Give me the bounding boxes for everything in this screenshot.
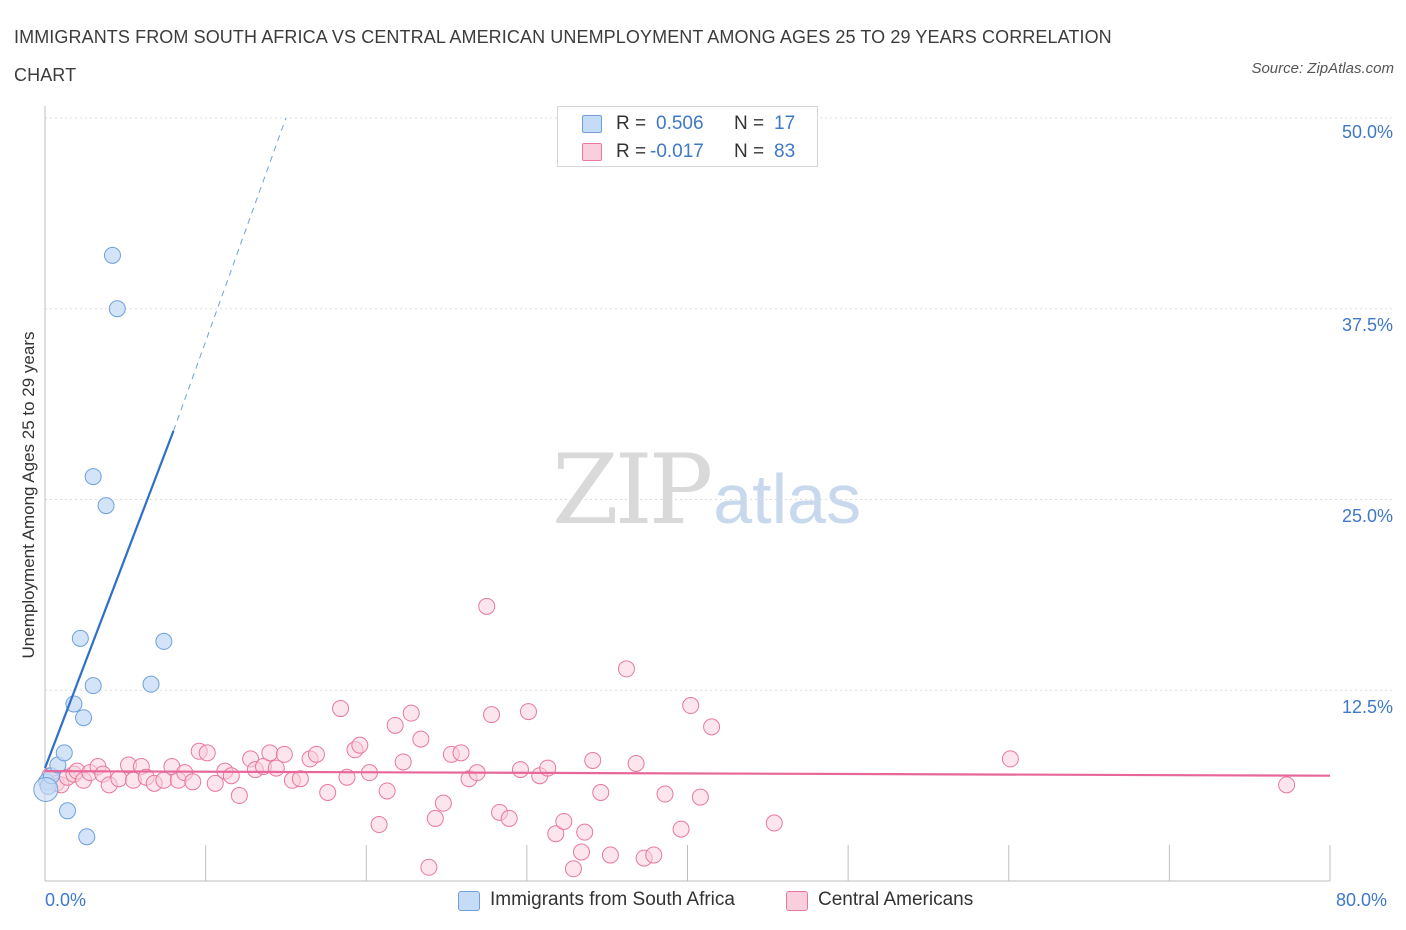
central-americans-point <box>452 744 470 762</box>
legend-swatch-pink <box>582 143 602 161</box>
central-americans-point <box>307 745 325 763</box>
south-africa-point <box>108 300 126 318</box>
central-americans-point <box>547 825 565 843</box>
central-americans-point <box>555 812 573 830</box>
south-africa-trendline <box>43 430 175 769</box>
south-africa-point <box>97 497 115 515</box>
central-americans-point <box>351 736 369 754</box>
central-americans-point <box>412 730 430 748</box>
legend-n-value: 17 <box>774 113 796 134</box>
central-americans-point <box>691 788 709 806</box>
central-americans-point <box>601 846 619 864</box>
central-americans-point <box>584 751 602 769</box>
south-africa-point <box>78 828 96 846</box>
legend-r-value: 0.506 <box>656 113 704 134</box>
bottom-legend-label: Immigrants from South Africa <box>490 889 735 910</box>
x-tick-label-max: 80.0% <box>1336 890 1388 910</box>
x-tick-label-min: 0.0% <box>45 890 87 910</box>
legend-n-label: N = <box>734 141 765 162</box>
legend-n-value: 83 <box>774 141 796 162</box>
central-americans-point <box>222 767 240 785</box>
y-tick-label-50: 50.0% <box>1341 122 1393 142</box>
south-africa-point <box>71 629 89 647</box>
south-africa-trendline-extension <box>173 117 287 431</box>
bottom-legend-swatch-blue <box>458 891 480 911</box>
central-americans-point <box>672 820 690 838</box>
south-africa-point <box>155 632 173 650</box>
central-americans-point <box>617 660 635 678</box>
central-americans-point <box>500 809 518 827</box>
central-americans-point <box>519 703 537 721</box>
central-americans-point <box>1001 750 1019 768</box>
y-tick-label-12-5: 12.5% <box>1341 697 1393 717</box>
central-americans-point <box>592 783 610 801</box>
central-americans-point <box>576 823 594 841</box>
legend-swatch-blue <box>582 115 602 133</box>
central-americans-point <box>206 774 224 792</box>
south-africa-point <box>58 802 76 820</box>
central-americans-point <box>434 794 452 812</box>
central-americans-point <box>420 858 438 876</box>
central-americans-point <box>394 753 412 771</box>
central-americans-point <box>332 700 350 718</box>
bottom-legend-swatch-pink <box>786 891 808 911</box>
south-africa-point-cluster <box>33 776 59 802</box>
central-americans-point <box>564 860 582 878</box>
south-africa-point <box>84 677 102 695</box>
y-tick-label-37-5: 37.5% <box>1341 315 1393 335</box>
central-americans-point <box>184 773 202 791</box>
central-americans-point <box>645 846 663 864</box>
central-americans-trendline <box>44 770 1331 777</box>
central-americans-point <box>230 787 248 805</box>
chart-title: IMMIGRANTS FROM SOUTH AFRICA VS CENTRAL … <box>14 27 1112 85</box>
legend-n-label: N = <box>734 113 765 134</box>
y-tick-label-25: 25.0% <box>1341 506 1393 526</box>
south-africa-point <box>142 675 160 693</box>
source-label: Source: ZipAtlas.com <box>1251 60 1394 77</box>
central-americans-point <box>1278 776 1296 794</box>
legend-r-value: -0.017 <box>650 141 704 162</box>
south-africa-point <box>75 709 93 727</box>
central-americans-point <box>511 761 529 779</box>
central-americans-point <box>319 783 337 801</box>
central-americans-point <box>703 718 721 736</box>
central-americans-point <box>378 782 396 800</box>
south-africa-point <box>55 744 73 762</box>
central-americans-point <box>386 716 404 734</box>
bottom-legend-label: Central Americans <box>818 889 974 910</box>
central-americans-point <box>402 704 420 722</box>
central-americans-point <box>198 744 216 762</box>
central-americans-point <box>426 809 444 827</box>
central-americans-point <box>572 843 590 861</box>
central-americans-point <box>483 706 501 724</box>
central-americans-point <box>682 697 700 715</box>
central-americans-point <box>110 770 128 788</box>
central-americans-point <box>275 745 293 763</box>
south-africa-point <box>103 246 121 264</box>
south-africa-point <box>84 468 102 486</box>
central-americans-point <box>370 816 388 834</box>
correlation-legend: R = 0.506 N = 17 R = -0.017 N = 83 <box>557 106 818 167</box>
central-americans-point <box>261 744 279 762</box>
central-americans-point <box>478 597 496 615</box>
central-americans-point <box>627 754 645 772</box>
legend-r-label: R = <box>616 113 647 134</box>
central-americans-point <box>656 785 674 803</box>
central-americans-point <box>291 770 309 788</box>
legend-r-label: R = <box>616 141 647 162</box>
central-americans-point <box>765 814 783 832</box>
